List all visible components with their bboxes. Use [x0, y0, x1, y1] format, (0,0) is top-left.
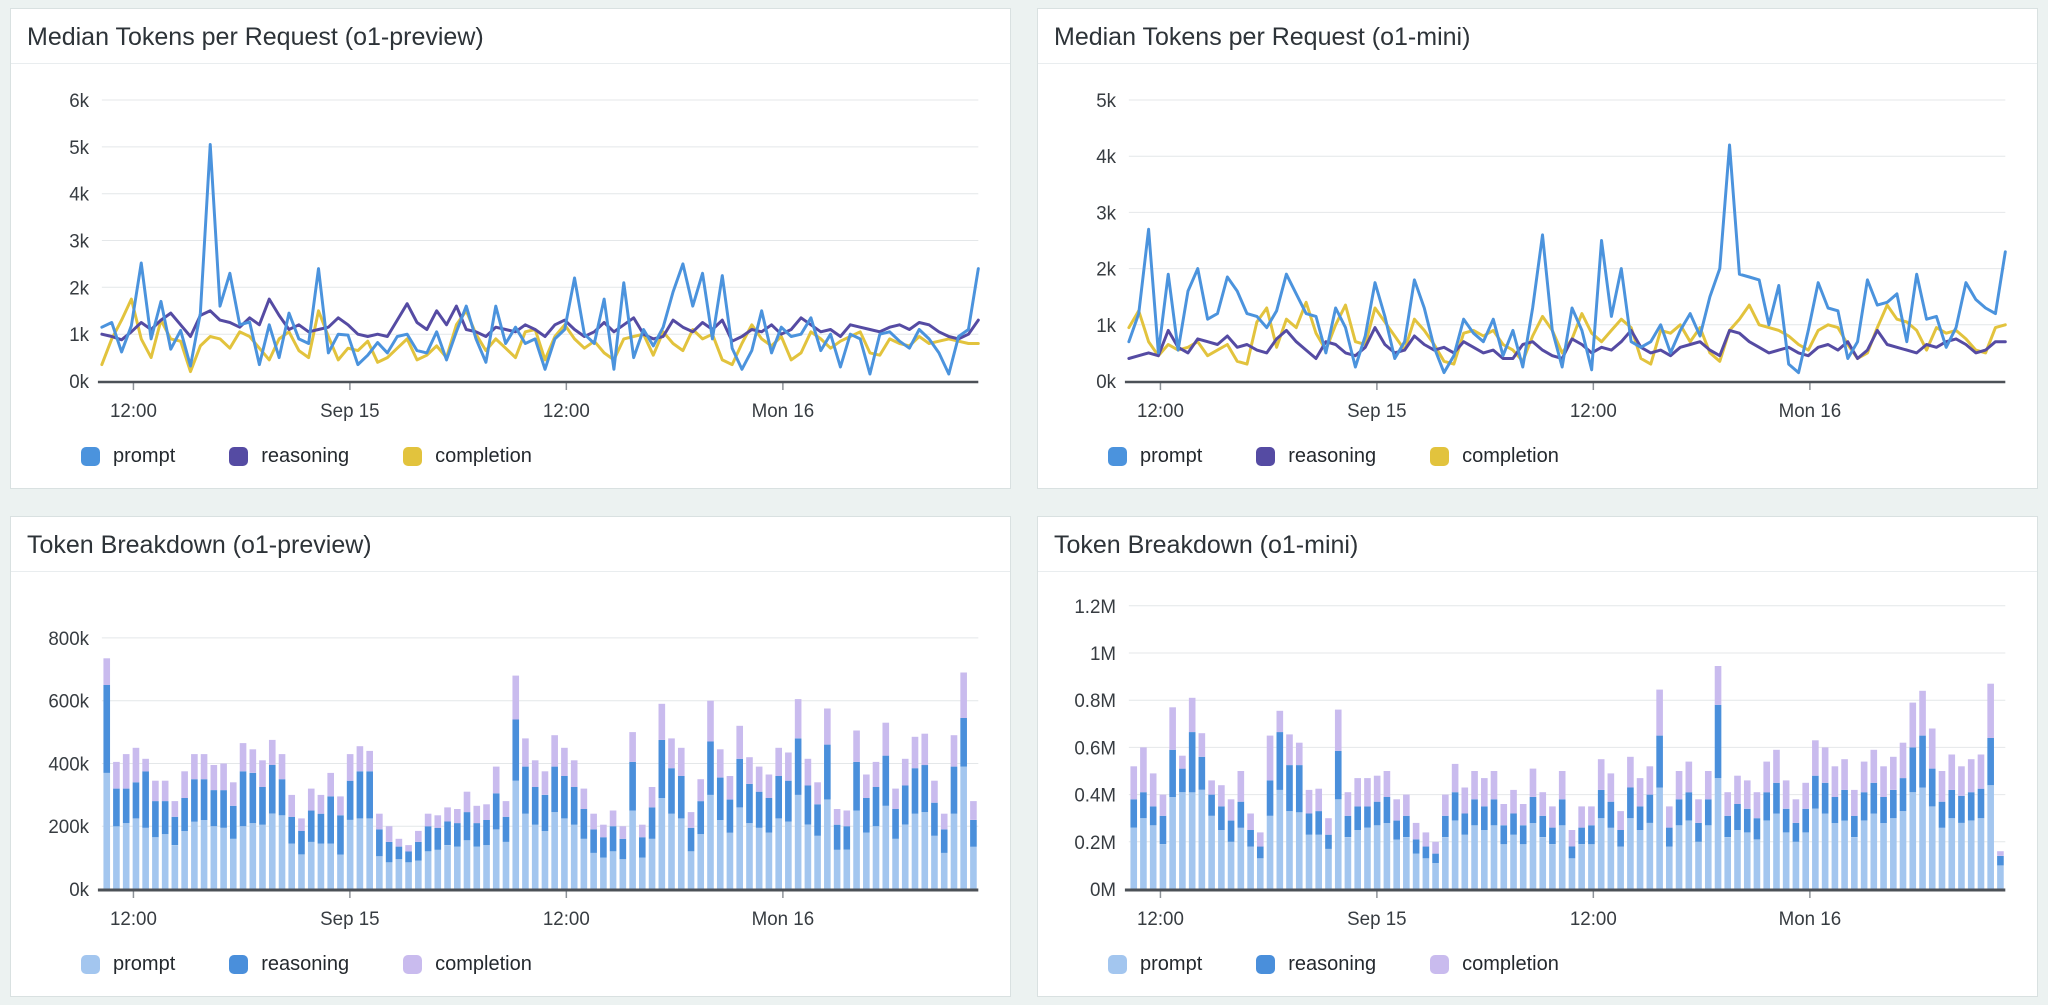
panel-title: Median Tokens per Request (o1-preview)	[11, 9, 1010, 64]
svg-text:12:00: 12:00	[110, 908, 157, 929]
svg-text:Sep 15: Sep 15	[320, 908, 379, 929]
legend-swatch-reasoning	[229, 447, 249, 466]
svg-text:0k: 0k	[69, 371, 89, 392]
line-chart-svg[interactable]: 0k 1k 2k 3k 4k 5k 6k 12:00 Sep 15 12:00 Mon 16	[15, 66, 1002, 441]
svg-text:1k: 1k	[69, 324, 89, 345]
legend-label: reasoning	[1288, 953, 1377, 975]
svg-text:Mon 16: Mon 16	[1779, 908, 1841, 929]
svg-text:1k: 1k	[1096, 315, 1116, 336]
legend-label: completion	[435, 445, 532, 467]
legend-swatch-reasoning	[229, 955, 249, 974]
chart-median-tokens-o1-preview[interactable]: 0k 1k 2k 3k 4k 5k 6k 12:00 Sep 15 12:00 Mon 16	[11, 64, 1010, 441]
svg-text:6k: 6k	[69, 90, 89, 111]
legend: prompt reasoning completion	[1038, 441, 2037, 488]
svg-text:2k: 2k	[69, 277, 89, 298]
legend: prompt reasoning completion	[11, 441, 1010, 488]
svg-text:800k: 800k	[48, 628, 89, 649]
legend-label: prompt	[113, 953, 176, 975]
svg-text:0.4M: 0.4M	[1074, 784, 1116, 805]
legend-item-prompt[interactable]: prompt	[81, 953, 175, 976]
legend-label: completion	[1462, 953, 1559, 975]
legend-label: prompt	[1140, 953, 1203, 975]
svg-text:0k: 0k	[1096, 371, 1116, 392]
legend-item-reasoning[interactable]: reasoning	[1256, 445, 1376, 468]
chart-token-breakdown-o1-mini[interactable]: 0M 0.2M 0.4M 0.6M 0.8M 1M 1.2M 12:00 Sep 15 12:00…	[1038, 572, 2037, 949]
legend-item-completion[interactable]: completion	[403, 445, 532, 468]
svg-text:12:00: 12:00	[1137, 908, 1184, 929]
legend-swatch-completion	[1430, 955, 1450, 974]
bar-chart-svg[interactable]: 0k 200k 400k 600k 800k 12:00 Sep 15 12:00 Mon 16	[15, 574, 1002, 949]
svg-text:0.2M: 0.2M	[1074, 832, 1116, 853]
svg-text:600k: 600k	[48, 691, 89, 712]
panel-token-breakdown-o1-mini: Token Breakdown (o1-mini) 0M 0.2M 0.4M 0.6M…	[1037, 516, 2038, 997]
legend-swatch-prompt	[1108, 955, 1127, 974]
legend-label: prompt	[113, 445, 176, 467]
svg-text:Mon 16: Mon 16	[1779, 400, 1841, 421]
svg-text:Sep 15: Sep 15	[1347, 908, 1406, 929]
chart-median-tokens-o1-mini[interactable]: 0k 1k 2k 3k 4k 5k 12:00 Sep 15 12:00 Mon 16	[1038, 64, 2037, 441]
svg-text:0M: 0M	[1090, 879, 1116, 900]
legend-item-prompt[interactable]: prompt	[1108, 445, 1202, 468]
legend: prompt reasoning completion	[11, 949, 1010, 996]
svg-text:4k: 4k	[1096, 146, 1116, 167]
svg-text:Mon 16: Mon 16	[752, 400, 814, 421]
svg-text:3k: 3k	[69, 230, 89, 251]
svg-text:0.6M: 0.6M	[1074, 737, 1116, 758]
panel-title: Token Breakdown (o1-mini)	[1038, 517, 2037, 572]
panel-median-tokens-o1-mini: Median Tokens per Request (o1-mini) 0k 1k…	[1037, 8, 2038, 489]
legend-label: completion	[1462, 445, 1559, 467]
svg-text:12:00: 12:00	[1570, 908, 1617, 929]
legend-item-reasoning[interactable]: reasoning	[1256, 953, 1376, 976]
svg-text:4k: 4k	[69, 184, 89, 205]
svg-text:400k: 400k	[48, 753, 89, 774]
svg-text:0.8M: 0.8M	[1074, 690, 1116, 711]
legend-swatch-reasoning	[1256, 955, 1276, 974]
svg-text:2k: 2k	[1096, 258, 1116, 279]
svg-text:Sep 15: Sep 15	[320, 400, 379, 421]
legend-swatch-prompt	[1108, 447, 1127, 466]
chart-token-breakdown-o1-preview[interactable]: 0k 200k 400k 600k 800k 12:00 Sep 15 12:00 Mon 16	[11, 572, 1010, 949]
legend-label: completion	[435, 953, 532, 975]
legend-label: reasoning	[261, 953, 350, 975]
svg-text:12:00: 12:00	[1137, 400, 1184, 421]
svg-text:Mon 16: Mon 16	[752, 908, 814, 929]
panel-title: Median Tokens per Request (o1-mini)	[1038, 9, 2037, 64]
svg-text:5k: 5k	[1096, 90, 1116, 111]
legend-swatch-completion	[403, 447, 423, 466]
svg-text:12:00: 12:00	[543, 908, 590, 929]
panel-median-tokens-o1-preview: Median Tokens per Request (o1-preview) 0…	[10, 8, 1011, 489]
svg-text:200k: 200k	[48, 816, 89, 837]
legend-item-reasoning[interactable]: reasoning	[229, 953, 349, 976]
legend-label: reasoning	[261, 445, 350, 467]
panel-title: Token Breakdown (o1-preview)	[11, 517, 1010, 572]
svg-text:12:00: 12:00	[1570, 400, 1617, 421]
panel-token-breakdown-o1-preview: Token Breakdown (o1-preview) 0k 200k 400k 6…	[10, 516, 1011, 997]
legend-swatch-reasoning	[1256, 447, 1276, 466]
legend-swatch-completion	[403, 955, 423, 974]
legend-item-completion[interactable]: completion	[1430, 953, 1559, 976]
legend-item-prompt[interactable]: prompt	[81, 445, 175, 468]
svg-text:3k: 3k	[1096, 202, 1116, 223]
legend-swatch-prompt	[81, 447, 100, 466]
svg-text:12:00: 12:00	[543, 400, 590, 421]
legend-label: prompt	[1140, 445, 1203, 467]
line-chart-svg[interactable]: 0k 1k 2k 3k 4k 5k 12:00 Sep 15 12:00 Mon 16	[1042, 66, 2029, 441]
svg-text:0k: 0k	[69, 879, 89, 900]
legend-swatch-completion	[1430, 447, 1450, 466]
svg-text:1M: 1M	[1090, 643, 1116, 664]
legend: prompt reasoning completion	[1038, 949, 2037, 996]
legend-item-prompt[interactable]: prompt	[1108, 953, 1202, 976]
bar-chart-svg[interactable]: 0M 0.2M 0.4M 0.6M 0.8M 1M 1.2M 12:00 Sep 15 12:00…	[1042, 574, 2029, 949]
legend-item-completion[interactable]: completion	[403, 953, 532, 976]
legend-label: reasoning	[1288, 445, 1377, 467]
svg-text:Sep 15: Sep 15	[1347, 400, 1406, 421]
legend-item-completion[interactable]: completion	[1430, 445, 1559, 468]
legend-swatch-prompt	[81, 955, 100, 974]
svg-text:1.2M: 1.2M	[1074, 596, 1116, 617]
legend-item-reasoning[interactable]: reasoning	[229, 445, 349, 468]
svg-text:12:00: 12:00	[110, 400, 157, 421]
svg-text:5k: 5k	[69, 137, 89, 158]
